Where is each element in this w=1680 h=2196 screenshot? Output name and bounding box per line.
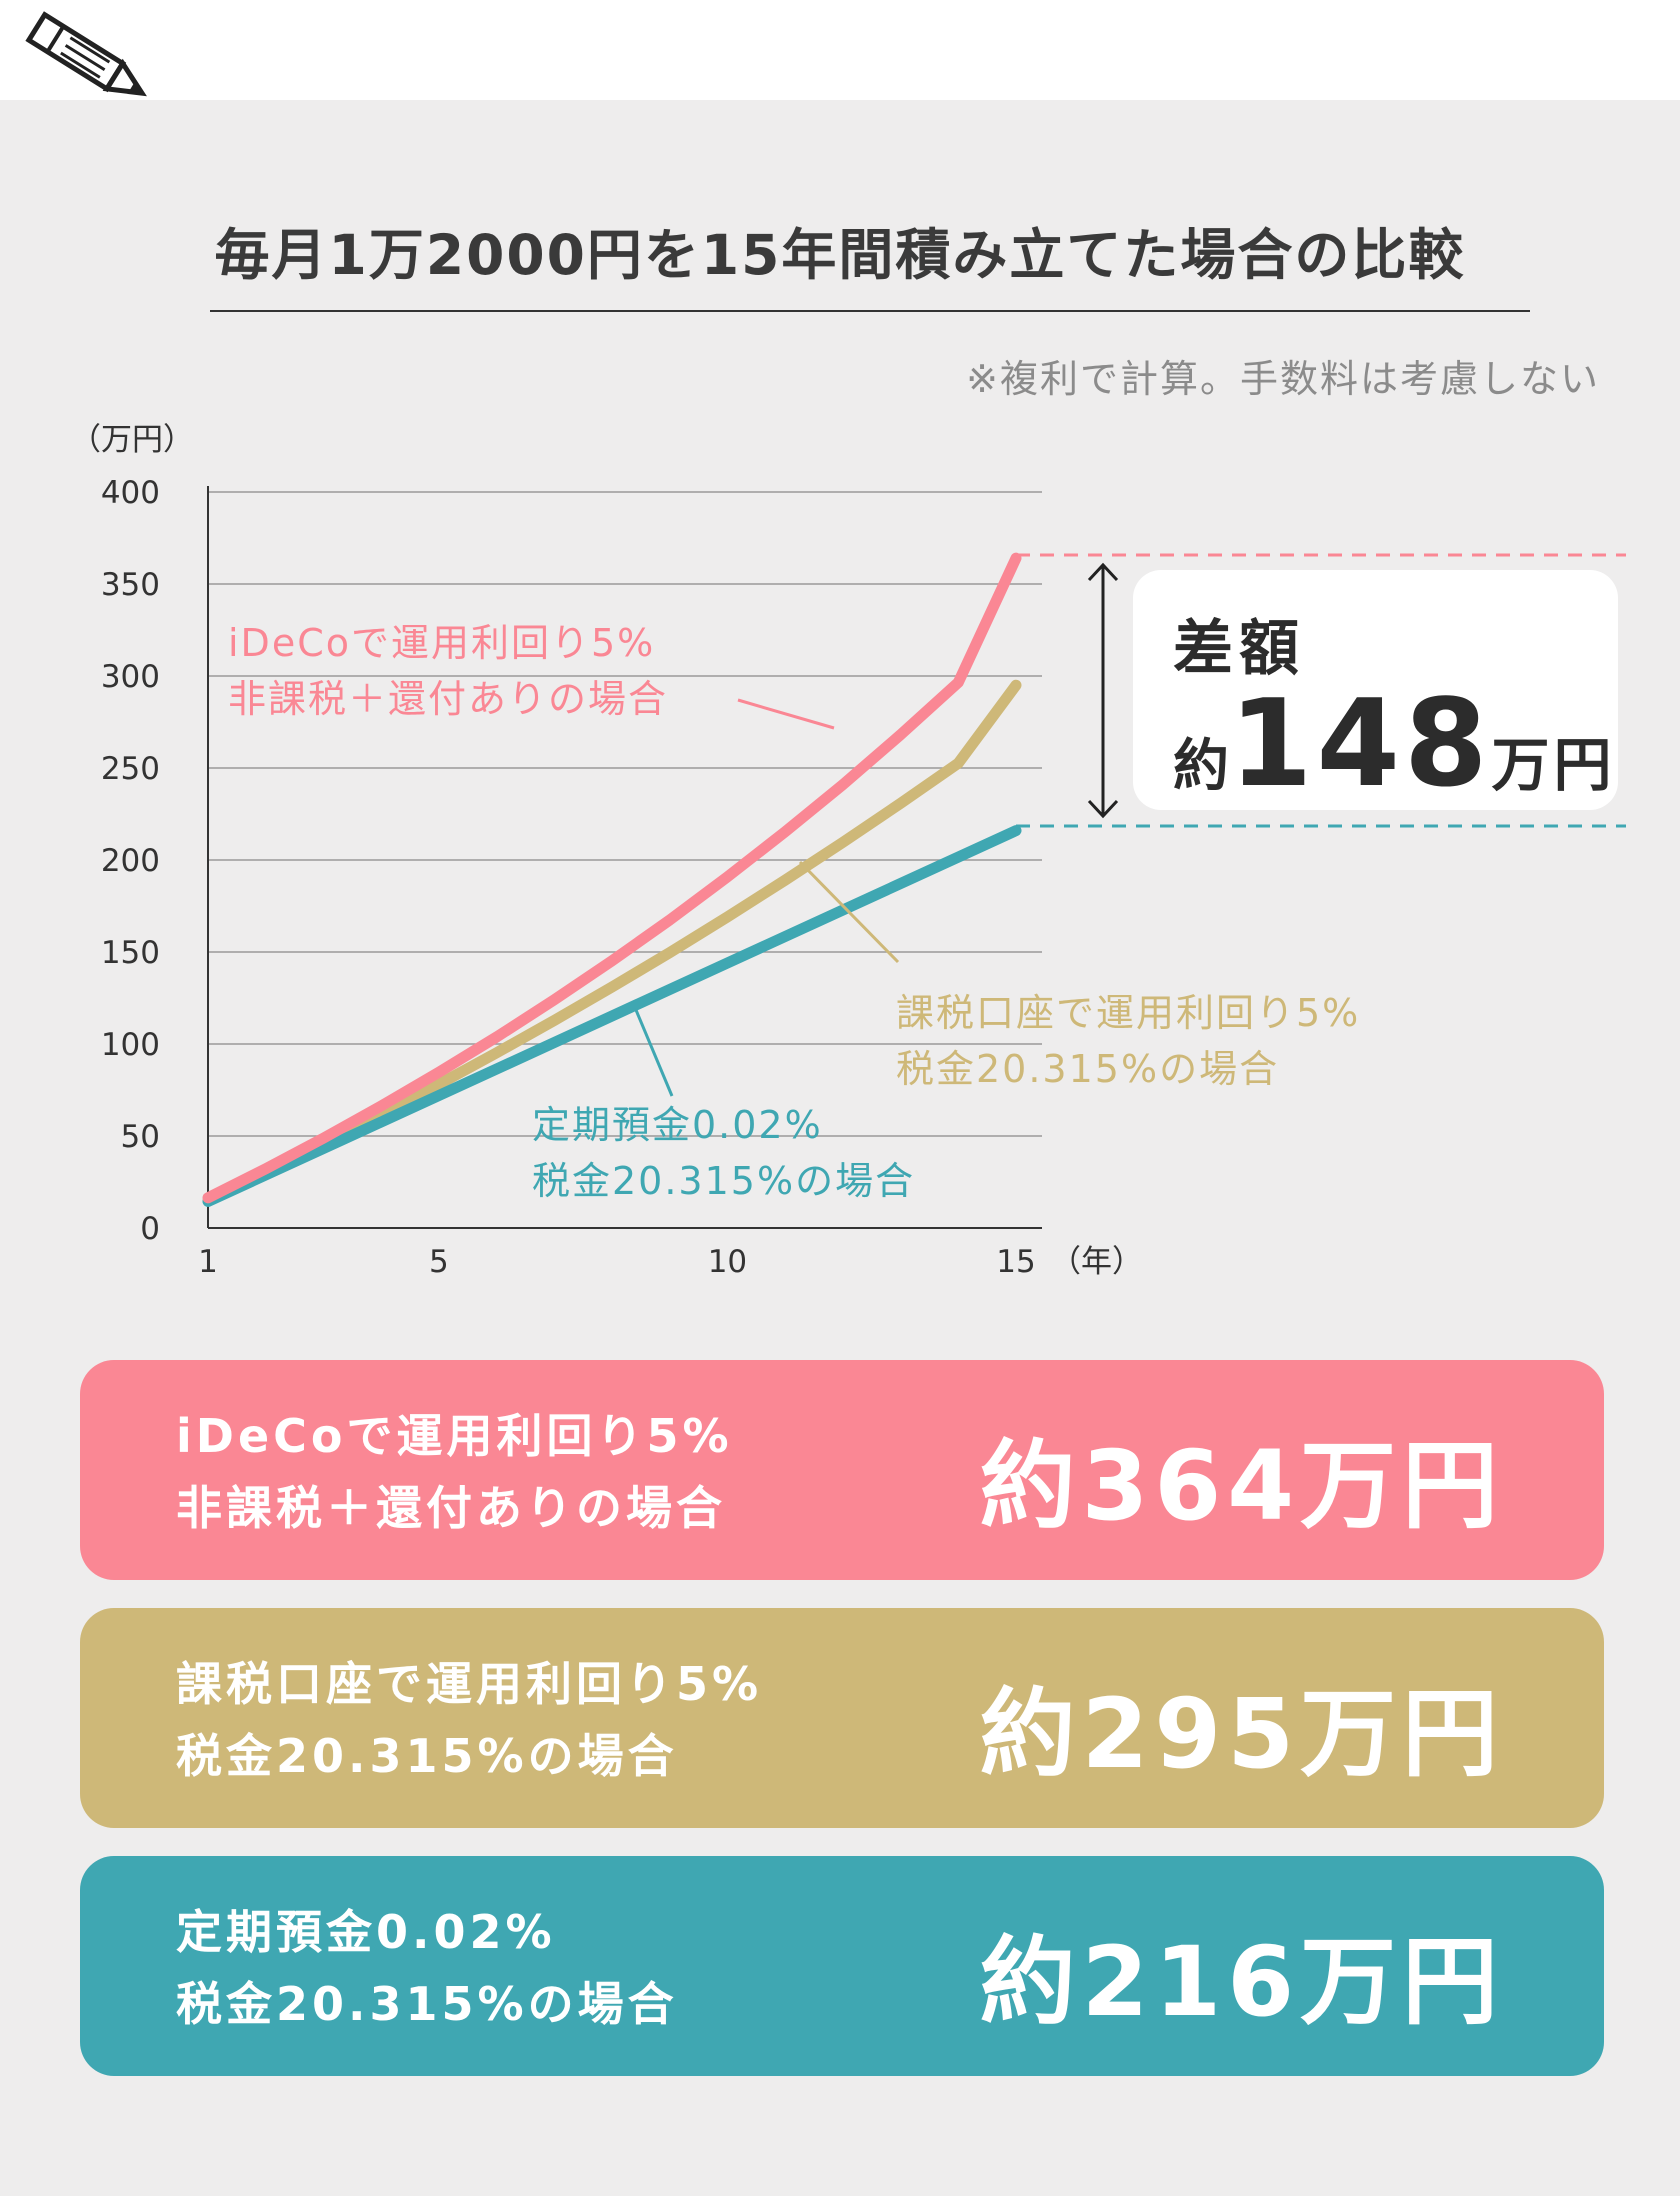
summary-card-amount: 約364万円 xyxy=(979,1430,1504,1542)
y-tick-label: 350 xyxy=(101,567,160,603)
y-unit-label: （万円） xyxy=(70,422,194,458)
taxable-series-label-line1: 課税口座で運用利回り5% xyxy=(896,991,1360,1035)
y-tick-label: 200 xyxy=(101,843,160,879)
summary-card-amount: 約216万円 xyxy=(979,1926,1504,2038)
chart-title: 毎月1万2000円を15年間積み立てた場合の比較 xyxy=(214,223,1466,287)
deposit-leader-line xyxy=(634,1009,674,1097)
difference-suffix: 万円 xyxy=(1491,731,1616,799)
summary-card-description: iDeCoで運用利回り5% 非課税＋還付ありの場合 xyxy=(176,1400,733,1544)
summary-card-ideco: iDeCoで運用利回り5% 非課税＋還付ありの場合 約364万円 xyxy=(80,1360,1604,1580)
summary-card-deposit: 定期預金0.02% 税金20.315%の場合 約216万円 xyxy=(80,1856,1604,2076)
summary-card-line1: 定期預金0.02% xyxy=(176,1905,556,1959)
difference-value: 148 xyxy=(1229,675,1492,814)
ideco-series-label-line1: iDeCoで運用利回り5% xyxy=(228,621,655,665)
x-tick-label: 1 xyxy=(198,1244,218,1280)
y-tick-label: 250 xyxy=(101,751,160,787)
summary-card-taxable: 課税口座で運用利回り5% 税金20.315%の場合 約295万円 xyxy=(80,1608,1604,1828)
difference-amount: 約148万円 xyxy=(1173,675,1616,814)
ideco-leader-line xyxy=(737,698,835,730)
title-underline xyxy=(210,310,1530,312)
x-tick-label: 10 xyxy=(708,1244,747,1280)
summary-card-line2: 税金20.315%の場合 xyxy=(176,1977,678,2031)
deposit-series-label-line1: 定期預金0.02% xyxy=(532,1103,823,1147)
taxable-series-label-line2: 税金20.315%の場合 xyxy=(896,1047,1279,1091)
series-line-pink xyxy=(202,552,1022,1204)
summary-card-line2: 税金20.315%の場合 xyxy=(176,1729,678,1783)
y-tick-label: 150 xyxy=(101,935,160,971)
y-tick-label: 400 xyxy=(101,475,160,511)
series-line-teal xyxy=(202,825,1022,1207)
calculation-note: ※複利で計算。手数料は考慮しない xyxy=(966,357,1600,401)
y-tick-label: 300 xyxy=(101,659,160,695)
difference-prefix: 約 xyxy=(1173,734,1229,799)
summary-card-line2: 非課税＋還付ありの場合 xyxy=(176,1481,726,1535)
taxable-leader-line xyxy=(798,860,900,964)
x-unit-label: （年） xyxy=(1050,1244,1143,1280)
summary-card-description: 課税口座で運用利回り5% 税金20.315%の場合 xyxy=(176,1648,762,1792)
top-bar xyxy=(0,0,1680,100)
deposit-series-label-line2: 税金20.315%の場合 xyxy=(532,1159,915,1203)
difference-arrow-head-bottom xyxy=(1087,799,1119,819)
difference-heading: 差額 xyxy=(1173,614,1305,684)
y-tick-label: 50 xyxy=(121,1119,160,1155)
ideco-series-label-line2: 非課税＋還付ありの場合 xyxy=(228,677,668,721)
y-tick-label: 100 xyxy=(101,1027,160,1063)
x-tick-label: 5 xyxy=(429,1244,449,1280)
difference-callout: 差額 約148万円 xyxy=(1133,570,1618,814)
pencil-icon xyxy=(25,11,147,97)
x-tick-label: 15 xyxy=(996,1244,1035,1280)
summary-card-amount: 約295万円 xyxy=(979,1678,1504,1790)
content-panel xyxy=(0,100,1680,2196)
summary-card-description: 定期預金0.02% 税金20.315%の場合 xyxy=(176,1896,678,2040)
summary-card-line1: 課税口座で運用利回り5% xyxy=(176,1657,763,1711)
summary-card-line1: iDeCoで運用利回り5% xyxy=(176,1409,733,1463)
y-tick-label: 0 xyxy=(140,1211,160,1247)
difference-arrow-head-top xyxy=(1087,562,1119,582)
